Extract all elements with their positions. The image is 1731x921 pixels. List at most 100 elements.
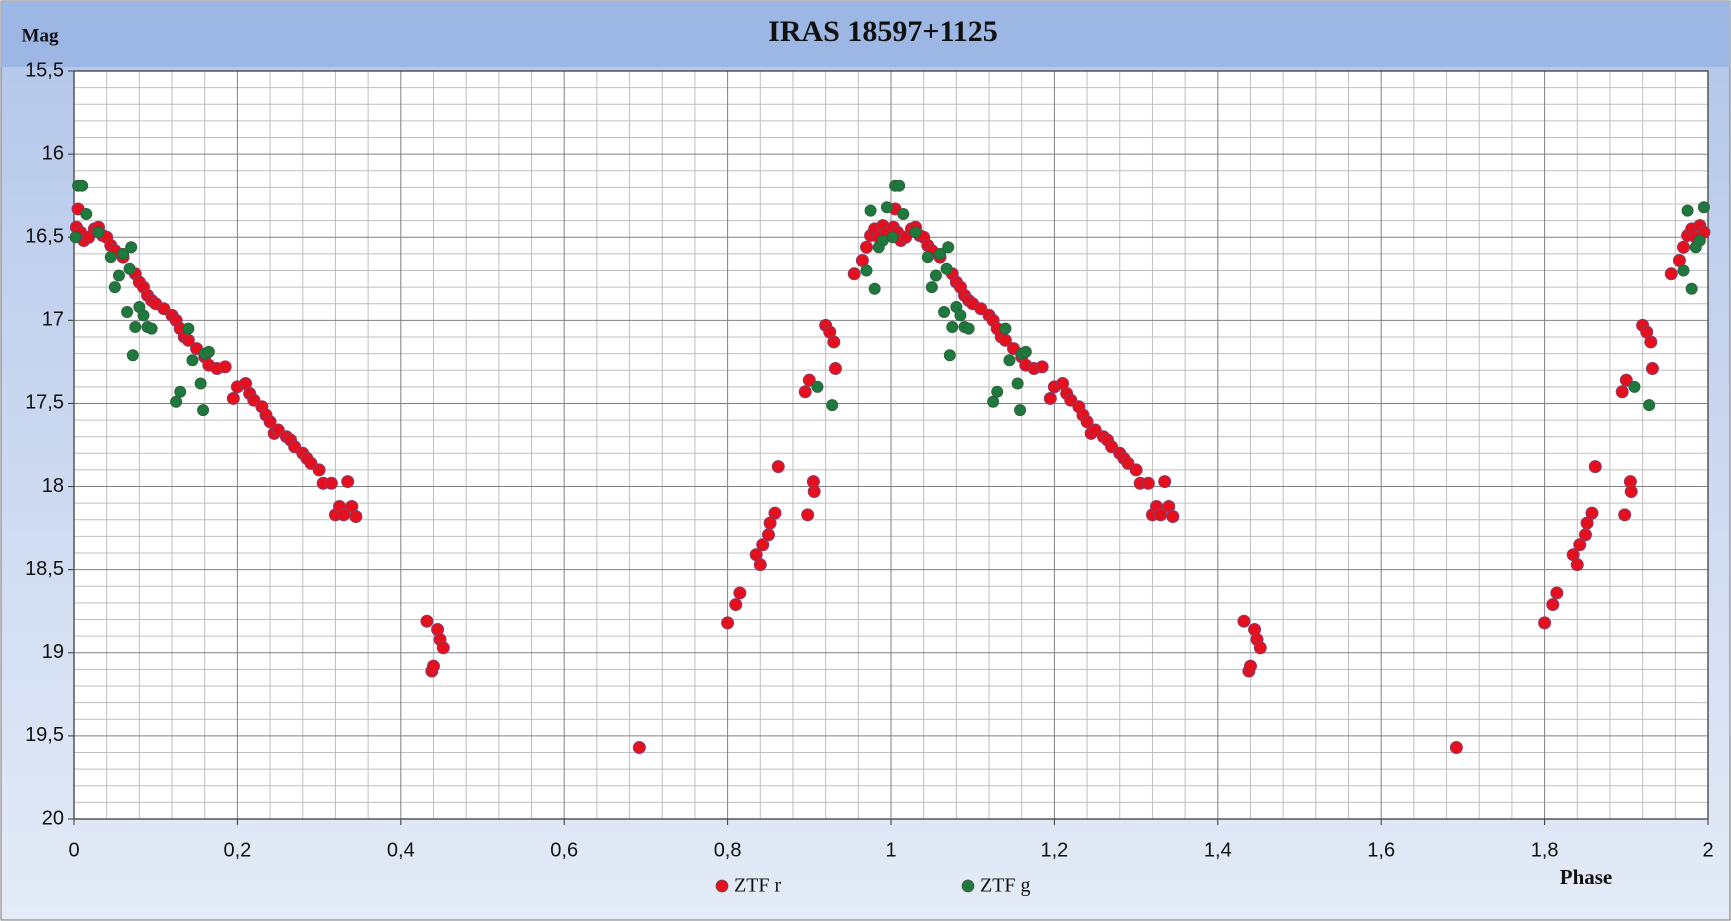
data-point: [123, 262, 136, 275]
data-point: [938, 306, 951, 319]
data-point: [893, 179, 906, 192]
data-point: [202, 345, 215, 358]
data-point: [1643, 399, 1656, 412]
data-point: [112, 269, 125, 282]
x-tick-label: 1: [885, 839, 896, 861]
data-point: [1573, 538, 1587, 552]
data-point: [962, 322, 975, 335]
y-tick-label: 19: [42, 641, 64, 663]
y-tick-label: 18: [42, 475, 64, 497]
data-point: [1624, 485, 1638, 499]
data-point: [721, 616, 735, 630]
data-point: [864, 204, 877, 217]
data-point: [1158, 475, 1172, 489]
data-point: [632, 741, 646, 755]
data-point: [324, 476, 338, 490]
data-point: [768, 506, 782, 520]
y-tick-label: 20: [42, 807, 64, 829]
data-point: [756, 538, 770, 552]
data-point: [942, 241, 955, 254]
x-tick-label: 0,6: [550, 839, 578, 861]
legend-label: ZTF r: [734, 875, 782, 897]
data-point: [174, 385, 187, 398]
data-point: [1664, 267, 1678, 281]
data-point: [859, 240, 873, 254]
x-tick-label: 1,6: [1367, 839, 1395, 861]
data-point: [121, 306, 134, 319]
data-point: [940, 262, 953, 275]
data-point: [729, 598, 743, 612]
data-point: [117, 247, 130, 260]
data-point: [880, 201, 893, 214]
data-point: [137, 309, 150, 322]
data-point: [104, 251, 117, 264]
data-point: [886, 231, 899, 244]
data-point: [771, 460, 785, 474]
data-point: [943, 349, 956, 362]
y-tick-label: 16: [42, 142, 64, 164]
data-point: [226, 391, 240, 405]
x-axis-title: Phase: [1560, 865, 1613, 889]
data-point: [860, 264, 873, 277]
x-tick-label: 1,2: [1040, 839, 1068, 861]
data-point: [1546, 598, 1560, 612]
y-tick-label: 17: [42, 309, 64, 331]
data-point: [987, 395, 1000, 408]
data-point: [897, 207, 910, 220]
data-point: [946, 320, 959, 333]
data-point: [1080, 415, 1094, 429]
data-point: [801, 508, 815, 522]
data-point: [847, 267, 861, 281]
y-tick-label: 16,5: [25, 226, 64, 248]
data-point: [1644, 335, 1658, 349]
data-point: [1043, 391, 1057, 405]
data-point: [341, 475, 355, 489]
data-point: [1628, 380, 1641, 393]
data-point: [1253, 641, 1267, 655]
data-point: [1449, 741, 1463, 755]
data-point: [798, 385, 812, 399]
data-point: [954, 309, 967, 322]
data-point: [1003, 354, 1016, 367]
data-point: [1019, 345, 1032, 358]
legend-label: ZTF g: [980, 875, 1031, 897]
data-point: [80, 207, 93, 220]
data-point: [868, 282, 881, 295]
data-point: [420, 614, 434, 628]
data-point: [929, 269, 942, 282]
data-point: [733, 586, 747, 600]
data-point: [1585, 506, 1599, 520]
data-point: [218, 360, 232, 374]
data-point: [312, 463, 326, 477]
data-point: [125, 241, 138, 254]
data-point: [194, 377, 207, 390]
data-point: [1677, 264, 1690, 277]
data-point: [1681, 204, 1694, 217]
y-tick-label: 18,5: [25, 558, 64, 580]
data-point: [811, 380, 824, 393]
data-point: [182, 322, 195, 335]
data-point: [129, 320, 142, 333]
data-point: [186, 354, 199, 367]
data-point: [1693, 234, 1706, 247]
chart-title: IRAS 18597+1125: [768, 15, 998, 48]
legend-marker: [961, 879, 975, 893]
x-tick-label: 1,8: [1531, 839, 1559, 861]
data-point: [1166, 509, 1180, 523]
data-point: [126, 349, 139, 362]
data-point: [921, 251, 934, 264]
data-point: [1237, 614, 1251, 628]
data-point: [1615, 385, 1629, 399]
data-point: [991, 385, 1004, 398]
data-point: [426, 659, 440, 673]
x-tick-label: 0: [68, 839, 79, 861]
data-point: [1578, 528, 1592, 542]
data-point: [761, 528, 775, 542]
data-point: [1014, 404, 1027, 417]
plot-frame: [73, 70, 1709, 820]
data-point: [76, 179, 89, 192]
data-point: [1645, 362, 1659, 376]
data-point: [197, 404, 210, 417]
x-tick-label: 0,2: [223, 839, 251, 861]
data-point: [1129, 463, 1143, 477]
